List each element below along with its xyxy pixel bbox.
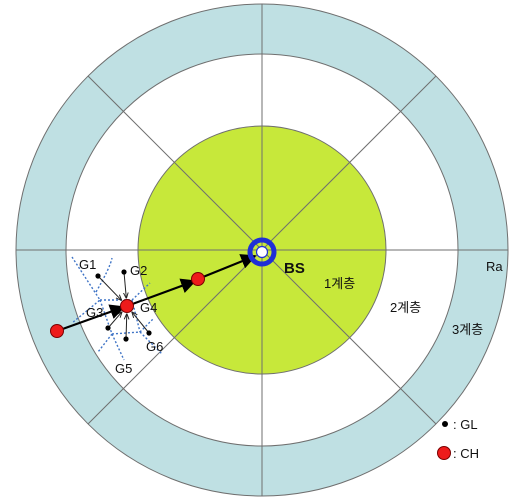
gl-arrow xyxy=(126,314,127,340)
hop-arrow-3 xyxy=(197,254,257,281)
ra-label: Ra xyxy=(486,259,503,274)
cluster-boundary xyxy=(111,333,125,361)
sector-dividers xyxy=(16,4,508,496)
gl-node xyxy=(105,325,111,331)
layer1-label: 1계층 xyxy=(324,276,355,291)
ch-nodes xyxy=(50,272,205,338)
bs-label: BS xyxy=(284,260,305,277)
g6-label: G6 xyxy=(146,339,163,354)
legend-ch-dot xyxy=(437,446,451,460)
gl-node xyxy=(146,330,152,336)
layer2-label: 2계층 xyxy=(390,300,421,315)
ch-node-g4 xyxy=(120,299,134,313)
gl-node xyxy=(121,269,127,275)
g3-label: G3 xyxy=(86,305,103,320)
base-station-icon xyxy=(247,237,277,267)
hop-arrow-2 xyxy=(126,278,197,308)
gl-arrow xyxy=(124,271,126,298)
legend-ch-label: : CH xyxy=(453,446,479,461)
gl-node xyxy=(95,273,101,279)
g5-label: G5 xyxy=(115,361,132,376)
sector-divider xyxy=(261,249,437,425)
sector-divider xyxy=(87,249,263,425)
multihop-path xyxy=(56,254,257,333)
legend-gl-label: : GL xyxy=(453,417,478,432)
sector-divider xyxy=(87,75,263,251)
legend: : GL : CH xyxy=(437,417,479,461)
cluster-boundary xyxy=(139,331,163,355)
layer3-label: 3계층 xyxy=(452,322,483,337)
hop-arrow-1 xyxy=(56,304,126,333)
g2-label: G2 xyxy=(130,263,147,278)
gl-node xyxy=(123,336,129,342)
gl-arrow xyxy=(132,312,150,334)
g1-label: G1 xyxy=(79,257,96,272)
ch-node xyxy=(191,272,205,286)
g4-label: G4 xyxy=(140,300,157,315)
cluster-boundary xyxy=(71,256,101,324)
gl-nodes xyxy=(95,269,152,342)
legend-gl-dot xyxy=(442,421,448,427)
cluster-boundary xyxy=(95,257,113,293)
sector-divider xyxy=(261,75,437,251)
gl-arrow xyxy=(97,275,121,300)
ch-node xyxy=(50,324,64,338)
